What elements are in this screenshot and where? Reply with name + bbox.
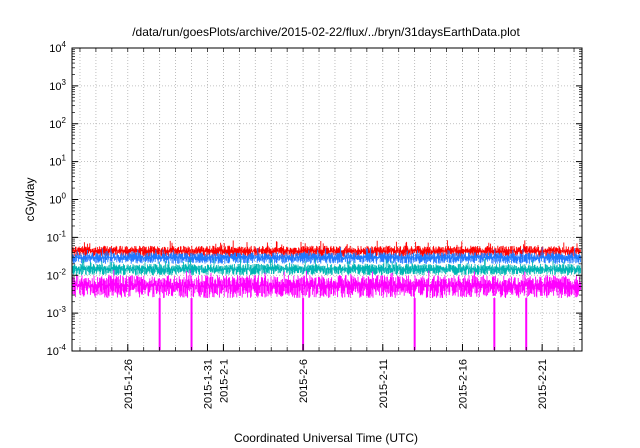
data-series-3 [72,258,582,276]
data-series-2 [72,247,582,264]
y-tick-label: 102 [49,116,66,131]
x-tick-labels: 2015-1-26 2015-1-31 2015-2-1 2015-2-6 2015-2… [123,359,549,409]
y-tick-label: 104 [49,40,66,55]
series-band [72,258,582,276]
series-band [72,247,582,264]
x-tick-label: 2015-2-11 [378,359,390,408]
x-axis-label: Coordinated Universal Time (UTC) [234,431,418,445]
x-tick-label: 2015-1-31 [202,359,214,409]
y-tick-labels: 10-4 10-3 10-2 10-1 100 101 102 103 104 [47,40,67,358]
y-tick-label: 103 [49,78,66,93]
x-tick-label: 2015-2-1 [218,359,230,403]
series-group [72,240,582,350]
chart-title: /data/run/goesPlots/archive/2015-02-22/f… [132,25,520,39]
y-tick-label: 100 [49,192,66,207]
data-series-4 [72,269,582,350]
x-tick-label: 2015-1-26 [123,359,135,409]
data-series-1 [72,240,582,258]
y-tick-label: 10-4 [47,343,67,358]
series-band [72,240,582,258]
tick-marks [72,47,582,352]
y-tick-label: 10-1 [47,229,67,244]
x-tick-label: 2015-2-16 [457,359,469,409]
y-axis-label: cGy/day [23,177,37,221]
y-tick-label: 10-3 [47,305,67,320]
x-tick-label: 2015-2-21 [537,359,549,409]
y-tick-label: 10-2 [47,267,67,282]
series-band [72,269,582,299]
x-tick-label: 2015-2-6 [298,359,310,403]
y-tick-label: 101 [49,154,66,169]
